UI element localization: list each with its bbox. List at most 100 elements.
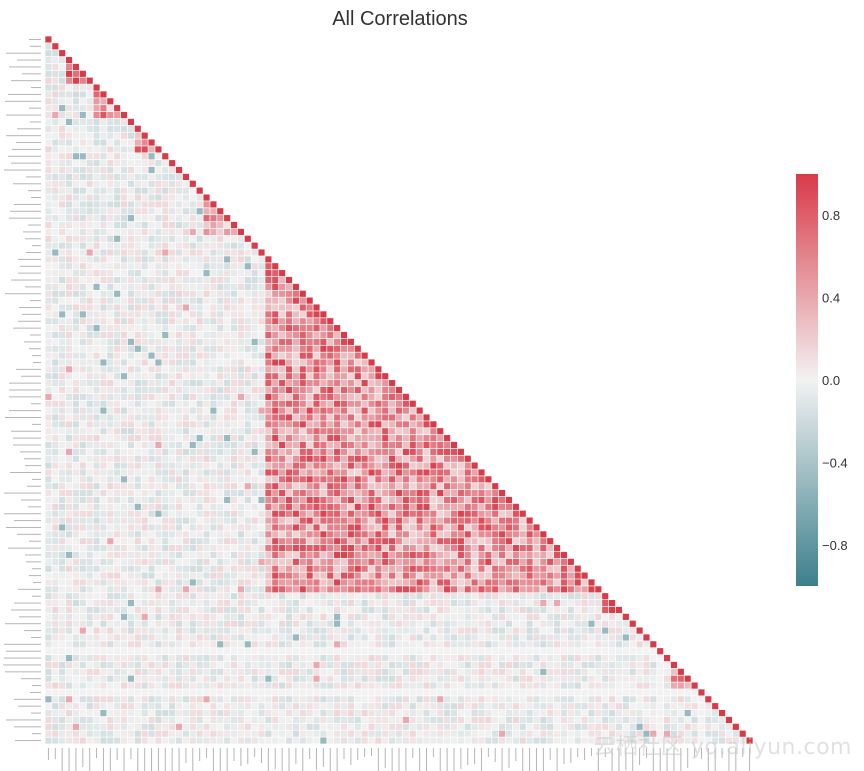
heatmap-cell [292,517,299,524]
heatmap-cell [182,606,189,614]
heatmap-cell [560,709,568,717]
heatmap-cell [162,331,169,339]
heatmap-cell [299,689,306,696]
heatmap-cell [327,318,334,325]
heatmap-cell [313,689,320,696]
heatmap-cell [251,462,258,469]
heatmap-cell [492,600,499,607]
heatmap-cell [327,641,334,648]
heatmap-cell [478,641,485,648]
heatmap-cell [602,668,609,675]
heatmap-cell [354,654,361,662]
heatmap-cell [457,696,464,703]
heatmap-cell [547,593,554,600]
heatmap-cell [554,613,561,620]
heatmap-cell [52,235,59,242]
heatmap-cell [299,386,306,394]
heatmap-cell [423,565,430,572]
heatmap-cell [450,558,458,565]
heatmap-cell [272,380,279,387]
heatmap-cell [292,551,299,559]
heatmap-cell [615,682,623,689]
heatmap-cell [65,682,73,689]
heatmap-cell [196,490,203,497]
heatmap-cell [59,661,66,669]
heatmap-cell [285,496,293,504]
heatmap-cell [409,579,416,586]
heatmap-cell [100,545,107,552]
heatmap-cell [65,331,73,339]
heatmap-cell [72,331,80,339]
heatmap-cell [114,125,121,132]
heatmap-cell [567,627,574,634]
heatmap-cell [45,290,52,297]
heatmap-cell [334,648,341,655]
heatmap-cell [512,696,519,703]
heatmap-cell [169,627,176,634]
heatmap-cell [230,565,238,572]
heatmap-cell [313,517,320,524]
heatmap-cell [100,716,107,724]
heatmap-cell [93,538,100,545]
heatmap-cell [100,517,107,524]
heatmap-cell [169,448,176,455]
heatmap-cell [615,627,623,634]
heatmap-cell [409,641,416,648]
heatmap-cell [285,558,293,565]
heatmap-cell [361,400,368,407]
heatmap-cell [423,572,430,579]
heatmap-cell [588,627,595,634]
heatmap-cell [423,421,430,428]
heatmap-cell [114,166,121,174]
heatmap-cell [540,531,547,538]
heatmap-cell [120,263,128,270]
heatmap-cell [162,235,169,242]
heatmap-cell [141,414,148,421]
heatmap-cell [430,613,437,620]
heatmap-cell [258,531,265,538]
heatmap-cell [72,517,80,524]
heatmap-cell [134,180,141,187]
heatmap-cell [361,565,368,572]
heatmap-cell [107,648,114,655]
heatmap-cell [230,331,238,339]
heatmap-cell [189,668,196,675]
heatmap-cell [45,648,52,655]
heatmap-cell [251,593,258,600]
heatmap-cell [354,648,361,655]
heatmap-cell [52,297,59,304]
heatmap-cell [210,689,217,696]
heatmap-cell [306,627,313,634]
heatmap-cell [65,180,73,187]
heatmap-cell [382,703,389,710]
heatmap-cell [72,593,80,600]
heatmap-cell [533,648,540,655]
heatmap-cell [79,139,86,146]
heatmap-cell [382,689,389,696]
heatmap-cell [560,654,568,662]
heatmap-cell [224,462,231,469]
heatmap-cell [217,407,224,414]
heatmap-cell [423,455,430,462]
heatmap-cell [402,483,409,490]
heatmap-cell [203,386,210,394]
heatmap-cell [540,634,547,641]
heatmap-cell [292,490,299,497]
heatmap-cell [72,469,80,476]
heatmap-cell [265,654,272,662]
heatmap-cell [285,641,293,648]
heatmap-cell [554,572,561,579]
heatmap-cell [175,297,183,304]
heatmap-cell [382,393,389,400]
heatmap-cell [134,160,141,167]
heatmap-cell [354,641,361,648]
heatmap-cell [464,572,471,579]
heatmap-cell [217,613,224,620]
heatmap-cell [65,166,73,174]
heatmap-cell [505,503,513,510]
heatmap-cell [306,373,313,380]
heatmap-cell [354,593,361,600]
heatmap-cell [59,435,66,442]
heatmap-cell [368,366,375,373]
heatmap-cell [471,469,478,476]
